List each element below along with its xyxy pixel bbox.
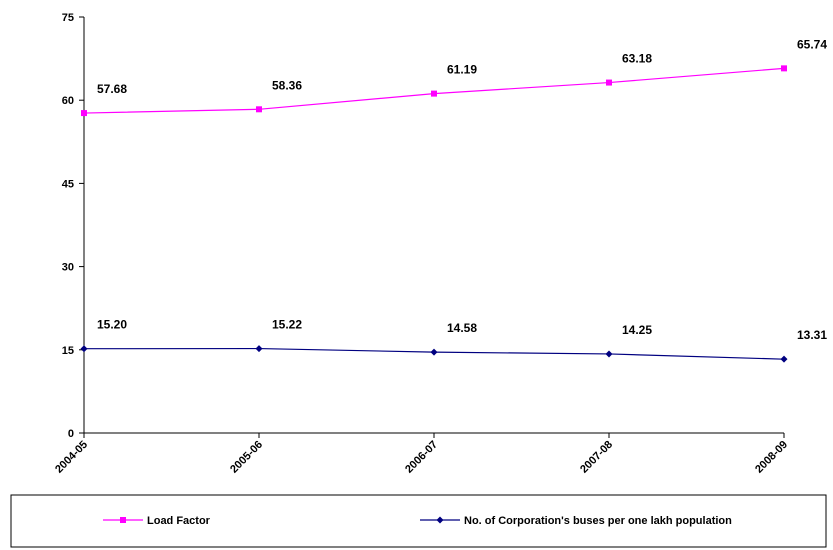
buses-per-lakh-point <box>430 348 438 356</box>
buses-per-lakh-data-label: 13.31 <box>797 328 827 342</box>
legend-load-factor-label: Load Factor <box>147 515 211 527</box>
y-tick-label: 30 <box>62 262 74 274</box>
y-tick-label: 15 <box>62 345 74 357</box>
buses-per-lakh-point <box>605 350 613 358</box>
load-factor-data-label: 61.19 <box>447 63 477 77</box>
y-tick-label: 75 <box>62 12 74 24</box>
load-factor-data-label: 57.68 <box>97 82 127 96</box>
x-tick-label: 2006-07 <box>403 439 440 476</box>
buses-per-lakh-point <box>80 345 88 353</box>
buses-per-lakh-data-label: 15.22 <box>272 318 302 332</box>
buses-per-lakh-data-label: 14.25 <box>622 323 652 337</box>
load-factor-data-label: 63.18 <box>622 52 652 66</box>
load-factor-data-label: 65.74 <box>797 37 827 51</box>
legend-load-factor-marker <box>120 517 126 523</box>
load-factor-point <box>606 79 612 86</box>
x-tick-label: 2005-06 <box>228 439 265 476</box>
buses-per-lakh-data-label: 14.58 <box>447 321 477 335</box>
buses-per-lakh-point <box>780 355 788 363</box>
x-tick-label: 2004-05 <box>53 439 90 476</box>
y-tick-label: 0 <box>68 428 74 440</box>
y-tick-label: 60 <box>62 95 74 107</box>
load-factor-data-label: 58.36 <box>272 78 302 92</box>
y-tick-label: 45 <box>62 178 74 190</box>
load-factor-point <box>81 110 87 117</box>
buses-per-lakh-data-label: 15.20 <box>97 318 127 332</box>
series-buses-per-lakh: 15.20 15.22 14.58 14.25 13.31 <box>80 318 827 363</box>
load-factor-point <box>256 106 262 113</box>
y-axis-ticks: 0 15 30 45 60 75 <box>62 12 84 440</box>
chart-axes <box>83 17 784 434</box>
chart-series: 57.68 58.36 61.19 63.18 65.74 15.20 15.22 14.58… <box>80 37 827 363</box>
load-factor-point <box>431 90 437 97</box>
buses-per-lakh-point <box>255 345 263 353</box>
x-tick-label: 2008-09 <box>753 439 790 476</box>
legend-box <box>10 494 827 548</box>
load-factor-point <box>781 65 787 72</box>
x-tick-label: 2007-08 <box>578 439 615 476</box>
legend-buses-per-lakh-label: No. of Corporation's buses per one lakh … <box>464 515 732 527</box>
legend-buses-per-lakh-marker <box>436 516 444 524</box>
chart-legend: Load Factor No. of Corporation's buses pe… <box>10 494 827 548</box>
series-load-factor: 57.68 58.36 61.19 63.18 65.74 <box>81 37 827 117</box>
x-axis-ticks: 2004-05 2005-06 2006-07 2007-08 2008-09 <box>53 433 790 476</box>
